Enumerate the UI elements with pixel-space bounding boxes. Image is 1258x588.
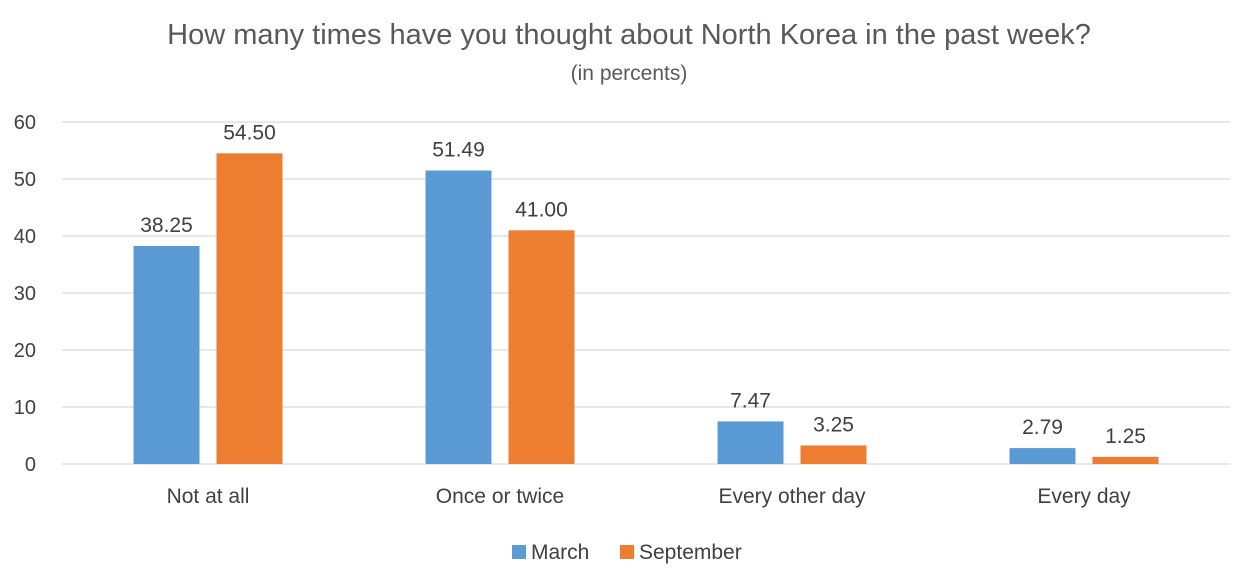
y-tick-label-50: 50 (14, 169, 36, 191)
data-label-september-1: 41.00 (515, 198, 568, 221)
bar-march-1 (425, 170, 492, 464)
y-tick-label-20: 20 (14, 340, 36, 362)
data-label-september-0: 54.50 (223, 121, 276, 144)
category-labels: Not at all Once or twice Every other day Ev… (167, 485, 1132, 508)
data-label-march-1: 51.49 (432, 139, 485, 162)
bar-september-2 (800, 445, 867, 464)
bar-march-0 (133, 245, 200, 464)
legend-label-september: September (639, 541, 742, 564)
category-label-3: Every day (1037, 485, 1131, 508)
y-axis-ticks: 0 10 20 30 40 50 60 (14, 112, 36, 476)
data-label-september-3: 1.25 (1105, 425, 1146, 448)
y-tick-label-40: 40 (14, 226, 36, 248)
y-tick-label-0: 0 (25, 454, 36, 476)
category-label-0: Not at all (167, 485, 250, 508)
y-tick-label-30: 30 (14, 283, 36, 305)
data-label-september-2: 3.25 (813, 413, 854, 436)
bar-march-3 (1009, 448, 1076, 464)
chart-subtitle: (in percents) (570, 62, 688, 85)
y-tick-label-60: 60 (14, 112, 36, 134)
bar-september-1 (508, 230, 575, 464)
chart-title: How many times have you thought about No… (167, 19, 1091, 51)
legend-swatch-september (620, 545, 634, 559)
data-label-march-3: 2.79 (1022, 416, 1063, 439)
legend: March September (512, 541, 742, 564)
legend-swatch-march (512, 545, 526, 559)
data-labels: 38.25 54.50 51.49 41.00 7.47 3.25 2.79 1.25 (140, 121, 1146, 448)
bars (133, 153, 1159, 464)
bar-march-2 (717, 421, 784, 464)
y-tick-label-10: 10 (14, 397, 36, 419)
category-label-1: Once or twice (436, 485, 564, 508)
legend-label-march: March (531, 541, 589, 564)
data-label-march-2: 7.47 (730, 389, 771, 412)
bar-september-0 (216, 153, 283, 464)
data-label-march-0: 38.25 (140, 214, 193, 237)
category-label-2: Every other day (718, 485, 866, 508)
bar-september-3 (1092, 456, 1159, 464)
